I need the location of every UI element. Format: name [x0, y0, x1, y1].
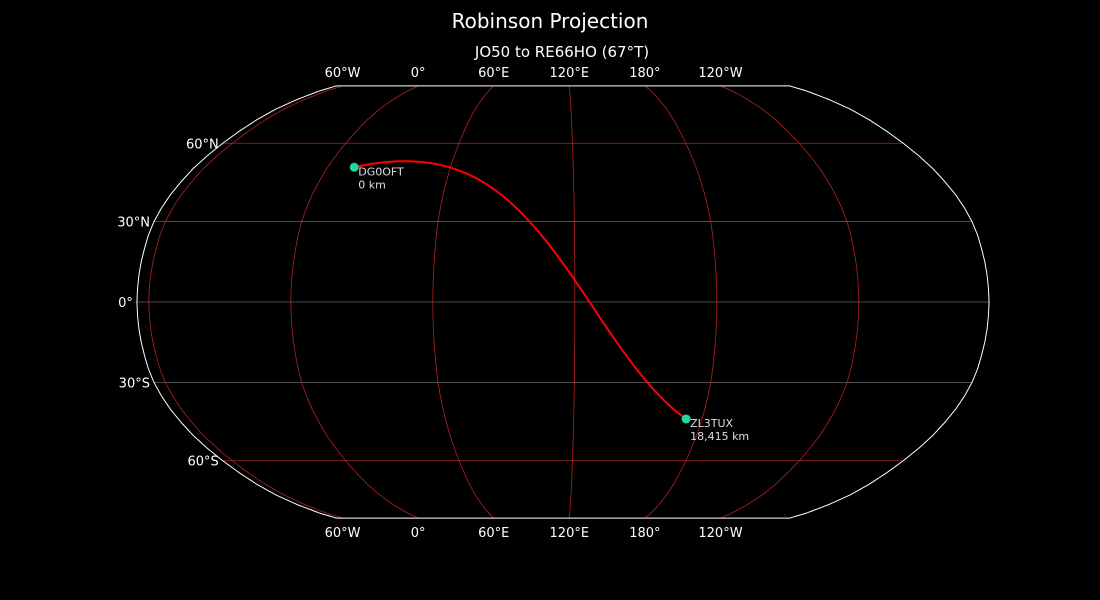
map-title: Robinson Projection	[451, 9, 649, 33]
latitude-label: 30°S	[119, 376, 150, 391]
latitude-label: 60°N	[186, 137, 219, 152]
longitude-label-top: 120°E	[550, 66, 590, 81]
longitude-label-top: 120°W	[698, 66, 742, 81]
meridian-line	[720, 85, 860, 519]
station-marker	[681, 414, 691, 424]
meridian-line	[148, 85, 343, 519]
latitude-label: 60°S	[187, 455, 218, 470]
longitude-label-bottom: 0°	[411, 526, 426, 541]
tick-labels: 60°N 30°N 0° 30°S 60°S 60°W 60°W 0° 0° 60°E 60°E 12…	[117, 66, 743, 541]
longitude-label-bottom: 120°W	[698, 526, 742, 541]
meridian-line	[644, 85, 718, 519]
latitude-label: 0°	[118, 296, 133, 311]
longitude-label-top: 60°W	[325, 66, 361, 81]
longitude-label-top: 60°E	[478, 66, 509, 81]
station-distance: 18,415 km	[690, 430, 749, 443]
great-circle-path	[354, 160, 687, 420]
map-outline	[136, 85, 990, 519]
longitude-label-top: 180°	[629, 66, 660, 81]
longitude-label-bottom: 60°E	[478, 526, 509, 541]
graticule	[136, 85, 990, 519]
meridian-line	[568, 85, 576, 519]
longitude-label-bottom: 60°W	[325, 526, 361, 541]
meridian-line	[432, 85, 494, 519]
latitude-label: 30°N	[117, 216, 150, 231]
station-distance: 0 km	[358, 178, 386, 191]
station-callsign: ZL3TUX	[690, 417, 733, 430]
longitude-label-bottom: 180°	[629, 526, 660, 541]
meridian-line	[290, 85, 419, 519]
station-marker	[349, 162, 359, 172]
longitude-label-top: 0°	[411, 66, 426, 81]
longitude-label-bottom: 120°E	[550, 526, 590, 541]
station-callsign: DG0OFT	[358, 165, 404, 178]
map-subtitle: JO50 to RE66HO (67°T)	[474, 43, 650, 61]
